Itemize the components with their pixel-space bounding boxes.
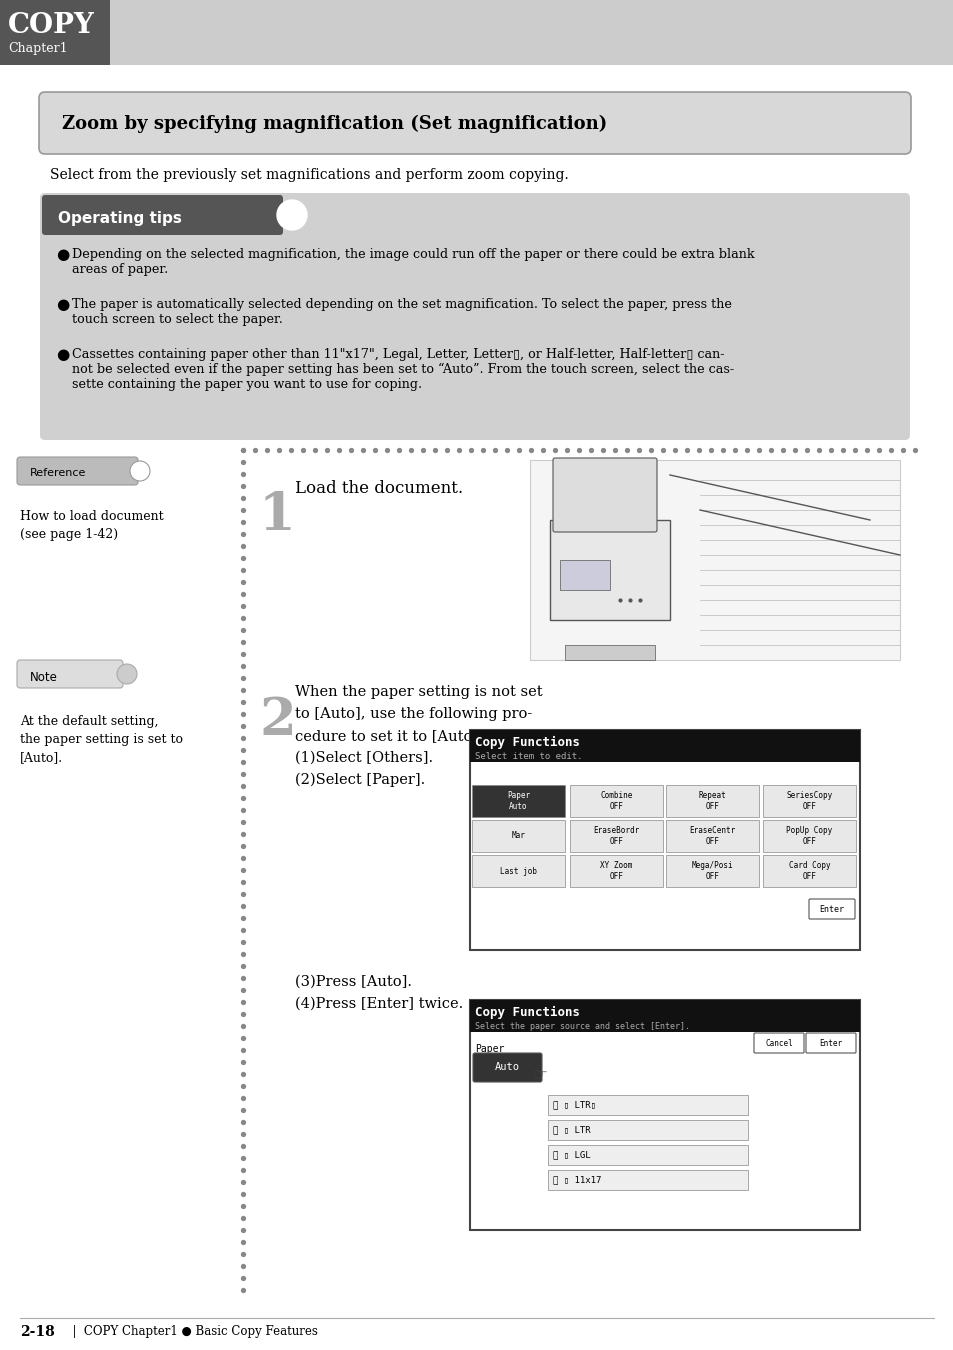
Text: Enter: Enter — [819, 1038, 841, 1048]
Text: Combine
OFF: Combine OFF — [599, 791, 632, 811]
Text: The paper is automatically selected depending on the set magnification. To selec: The paper is automatically selected depe… — [71, 298, 731, 325]
FancyBboxPatch shape — [569, 819, 662, 852]
Text: Copy Functions: Copy Functions — [475, 1006, 579, 1019]
Text: Select item to edit.: Select item to edit. — [475, 752, 582, 761]
Text: (2)Select [Paper].: (2)Select [Paper]. — [294, 774, 425, 787]
Text: ③ ▯ LGL: ③ ▯ LGL — [553, 1150, 590, 1160]
FancyBboxPatch shape — [0, 0, 953, 65]
Text: 2-18: 2-18 — [20, 1324, 54, 1339]
Text: Select from the previously set magnifications and perform zoom copying.: Select from the previously set magnifica… — [50, 167, 568, 182]
Text: Depending on the selected magnification, the image could run off the paper or th: Depending on the selected magnification,… — [71, 248, 754, 275]
FancyBboxPatch shape — [473, 1053, 541, 1081]
Text: Paper: Paper — [475, 1044, 504, 1054]
Text: Repeat
OFF: Repeat OFF — [698, 791, 725, 811]
FancyBboxPatch shape — [470, 730, 859, 761]
Text: Mega/Posi
OFF: Mega/Posi OFF — [691, 861, 733, 882]
FancyBboxPatch shape — [547, 1170, 747, 1189]
Text: When the paper setting is not set: When the paper setting is not set — [294, 684, 542, 699]
Text: |  COPY Chapter1 ● Basic Copy Features: | COPY Chapter1 ● Basic Copy Features — [65, 1324, 317, 1338]
Text: cedure to set it to [Auto].: cedure to set it to [Auto]. — [294, 729, 482, 742]
Text: Cassettes containing paper other than 11"x17", Legal, Letter, Letter▯, or Half-l: Cassettes containing paper other than 11… — [71, 348, 734, 392]
Text: Zoom by specifying magnification (Set magnification): Zoom by specifying magnification (Set ma… — [62, 115, 607, 134]
Text: Auto: Auto — [494, 1062, 519, 1072]
Text: 2: 2 — [258, 695, 295, 747]
Text: XY Zoom
OFF: XY Zoom OFF — [599, 861, 632, 882]
FancyBboxPatch shape — [762, 855, 855, 887]
Text: ●: ● — [56, 248, 70, 262]
FancyBboxPatch shape — [470, 730, 859, 950]
FancyBboxPatch shape — [39, 92, 910, 154]
FancyBboxPatch shape — [665, 819, 759, 852]
FancyBboxPatch shape — [472, 819, 564, 852]
Circle shape — [276, 200, 307, 230]
FancyBboxPatch shape — [530, 460, 899, 660]
Text: Cancel: Cancel — [764, 1038, 792, 1048]
Text: SeriesCopy
OFF: SeriesCopy OFF — [785, 791, 832, 811]
FancyBboxPatch shape — [665, 784, 759, 817]
FancyBboxPatch shape — [0, 0, 110, 65]
Text: ●: ● — [56, 348, 70, 362]
Text: Last job: Last job — [499, 867, 537, 876]
Text: Mar: Mar — [511, 832, 525, 841]
Text: Copy Functions: Copy Functions — [475, 736, 579, 749]
FancyBboxPatch shape — [569, 784, 662, 817]
Text: ① ▯ LTR▯: ① ▯ LTR▯ — [553, 1100, 596, 1110]
Text: EraseBordr
OFF: EraseBordr OFF — [593, 826, 639, 846]
FancyBboxPatch shape — [564, 645, 655, 660]
FancyBboxPatch shape — [470, 1000, 859, 1230]
Text: EraseCentr
OFF: EraseCentr OFF — [689, 826, 735, 846]
FancyBboxPatch shape — [805, 1033, 855, 1053]
Text: to [Auto], use the following pro-: to [Auto], use the following pro- — [294, 707, 532, 721]
FancyBboxPatch shape — [40, 193, 909, 440]
Text: Reference: Reference — [30, 468, 87, 478]
FancyBboxPatch shape — [808, 899, 854, 919]
FancyBboxPatch shape — [762, 819, 855, 852]
Text: Enter: Enter — [819, 904, 843, 914]
FancyBboxPatch shape — [470, 1000, 859, 1031]
Text: (1)Select [Others].: (1)Select [Others]. — [294, 751, 433, 765]
FancyBboxPatch shape — [547, 1145, 747, 1165]
FancyBboxPatch shape — [472, 855, 564, 887]
FancyBboxPatch shape — [553, 458, 657, 532]
FancyBboxPatch shape — [42, 194, 283, 235]
Text: Paper
Auto: Paper Auto — [506, 791, 530, 811]
FancyBboxPatch shape — [547, 1120, 747, 1139]
Text: ☞: ☞ — [533, 1066, 547, 1084]
FancyBboxPatch shape — [550, 520, 669, 620]
FancyBboxPatch shape — [17, 458, 138, 485]
Text: (4)Press [Enter] twice.: (4)Press [Enter] twice. — [294, 998, 463, 1011]
Circle shape — [117, 664, 137, 684]
Text: Load the document.: Load the document. — [294, 481, 462, 497]
FancyBboxPatch shape — [569, 855, 662, 887]
Text: (3)Press [Auto].: (3)Press [Auto]. — [294, 975, 412, 990]
Text: ●: ● — [56, 298, 70, 312]
Text: ④ ▯ 11x17: ④ ▯ 11x17 — [553, 1176, 600, 1184]
FancyBboxPatch shape — [17, 660, 123, 688]
Circle shape — [130, 460, 150, 481]
FancyBboxPatch shape — [665, 855, 759, 887]
Text: At the default setting,
the paper setting is set to
[Auto].: At the default setting, the paper settin… — [20, 716, 183, 764]
Text: COPY: COPY — [8, 12, 94, 39]
FancyBboxPatch shape — [753, 1033, 803, 1053]
Text: 1: 1 — [258, 490, 295, 541]
Text: Note: Note — [30, 671, 58, 684]
Text: PopUp Copy
OFF: PopUp Copy OFF — [785, 826, 832, 846]
FancyBboxPatch shape — [762, 784, 855, 817]
FancyBboxPatch shape — [559, 560, 609, 590]
Text: ② ▯ LTR: ② ▯ LTR — [553, 1126, 590, 1134]
FancyBboxPatch shape — [547, 1095, 747, 1115]
FancyBboxPatch shape — [472, 784, 564, 817]
Text: Select the paper source and select [Enter].: Select the paper source and select [Ente… — [475, 1022, 689, 1031]
Text: Card Copy
OFF: Card Copy OFF — [788, 861, 829, 882]
Text: How to load document
(see page 1-42): How to load document (see page 1-42) — [20, 510, 164, 541]
Text: Chapter1: Chapter1 — [8, 42, 68, 55]
Text: ☞: ☞ — [537, 802, 551, 818]
Text: Operating tips: Operating tips — [58, 211, 182, 225]
